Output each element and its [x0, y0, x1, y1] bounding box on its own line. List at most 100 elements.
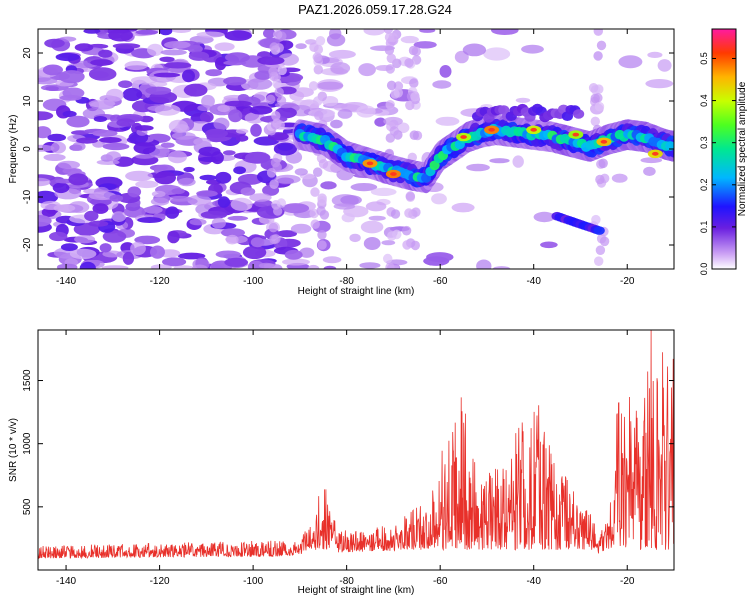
heatmap-cell: [38, 177, 51, 187]
heatmap-cell: [235, 128, 249, 134]
x-tick-label: -40: [526, 276, 541, 287]
heatmap-cell: [274, 174, 301, 184]
snr-y-axis: 500 1000 1500: [22, 369, 674, 515]
heatmap-cell: [55, 52, 80, 62]
snr-y-label: SNR (10 * v/v): [8, 418, 19, 482]
heatmap-cell: [109, 194, 124, 202]
heatmap-cell: [340, 195, 362, 205]
heatmap-cell: [431, 193, 447, 205]
heatmap-cell: [199, 111, 214, 123]
heatmap-cell: [137, 217, 163, 223]
colorbar-tick-label: 0.2: [699, 179, 709, 192]
heatmap-cell: [313, 44, 324, 55]
heatmap-cell: [313, 167, 323, 177]
heatmap-cell: [74, 235, 96, 244]
chart-title: PAZ1.2026.059.17.28.G24: [298, 2, 452, 17]
heatmap-cell: [330, 62, 351, 75]
heatmap-cell: [102, 142, 130, 151]
heatmap-cell: [182, 69, 195, 83]
snr-x-label: Height of straight line (km): [298, 585, 415, 596]
heatmap-cell: [151, 190, 166, 198]
heatmap-cell: [573, 109, 585, 119]
heatmap-cell: [249, 105, 273, 115]
heatmap-cell: [83, 29, 101, 34]
heatmap-cell: [322, 256, 342, 264]
heatmap-cell: [310, 219, 320, 229]
heatmap-cell: [49, 231, 68, 242]
heatmap-cell: [595, 174, 605, 185]
heatmap-cell: [215, 57, 227, 71]
heatmap-cell: [358, 63, 376, 77]
heatmap-cell: [133, 142, 156, 154]
heatmap-cell: [330, 119, 343, 129]
heatmap-cell: [402, 240, 412, 250]
heatmap-cell: [105, 151, 121, 162]
heatmap-cell: [59, 36, 77, 42]
heatmap-cell: [266, 168, 277, 178]
heatmap-cell: [366, 161, 374, 166]
heatmap-cell: [315, 36, 326, 46]
heatmap-cell: [76, 137, 98, 144]
heatmap-cell: [273, 206, 283, 216]
heatmap-cell: [269, 42, 279, 52]
heatmap-cell: [400, 35, 419, 44]
heatmap-cells: [38, 29, 674, 269]
heatmap-cell: [258, 262, 274, 269]
heatmap-cell: [205, 128, 228, 138]
heatmap-cell: [385, 100, 395, 110]
heatmap-cell: [59, 94, 82, 101]
y-tick-label: -20: [22, 237, 33, 252]
heatmap-cell: [134, 125, 154, 131]
heatmap-cell: [645, 79, 674, 89]
snr-frame: [37, 329, 675, 571]
heatmap-cell: [282, 258, 310, 266]
heatmap-cell: [247, 78, 273, 90]
heatmap-cell: [386, 80, 397, 91]
heatmap-cell: [99, 243, 112, 253]
heatmap-cell: [404, 58, 414, 68]
heatmap-cell: [147, 105, 173, 112]
heatmap-cell: [171, 132, 196, 140]
heatmap-cell: [401, 225, 412, 236]
y-tick-label: 1000: [22, 432, 33, 455]
heatmap-cell: [215, 171, 232, 184]
heatmap-cell: [47, 133, 66, 142]
heatmap-cell: [411, 46, 421, 57]
heatmap-cell: [227, 215, 249, 221]
heatmap-cell: [387, 231, 397, 241]
heatmap-cell: [426, 252, 454, 263]
heatmap-cell: [102, 230, 127, 243]
heatmap-cell: [223, 150, 236, 156]
heatmap-cell: [154, 171, 177, 185]
heatmap-cell: [276, 95, 287, 106]
heatmap-cell: [144, 206, 163, 214]
heatmap-cell: [295, 43, 307, 50]
heatmap-cell: [98, 49, 113, 58]
heatmap-cell: [74, 43, 94, 52]
heatmap-cell: [271, 234, 281, 244]
heatmap-cell: [410, 240, 420, 251]
heatmap-cell: [116, 118, 135, 127]
heatmap-cell: [349, 233, 361, 243]
heatmap-cell: [93, 116, 108, 122]
heatmap-cell: [171, 29, 191, 33]
heatmap-cell: [45, 86, 59, 91]
colorbar-tick-label: 0.0: [699, 263, 709, 276]
heatmap-cell: [451, 202, 475, 213]
heatmap-cell: [225, 234, 239, 245]
heatmap-cell: [530, 127, 537, 132]
heatmap-cell: [271, 111, 281, 121]
heatmap-cell: [224, 100, 252, 107]
heatmap-cell: [217, 196, 230, 208]
heatmap-cell: [572, 132, 580, 137]
heatmap-cell: [419, 29, 436, 33]
heatmap-cell: [266, 94, 276, 105]
heatmap-cell: [88, 220, 109, 227]
heatmap-cell: [284, 249, 303, 260]
heatmap-cell: [254, 70, 272, 80]
heatmap-cell: [177, 177, 196, 187]
colorbar-tick-label: 0.5: [699, 52, 709, 65]
heatmap-cell: [72, 141, 86, 151]
heatmap-cell: [150, 197, 170, 206]
heatmap-cell: [235, 134, 249, 142]
